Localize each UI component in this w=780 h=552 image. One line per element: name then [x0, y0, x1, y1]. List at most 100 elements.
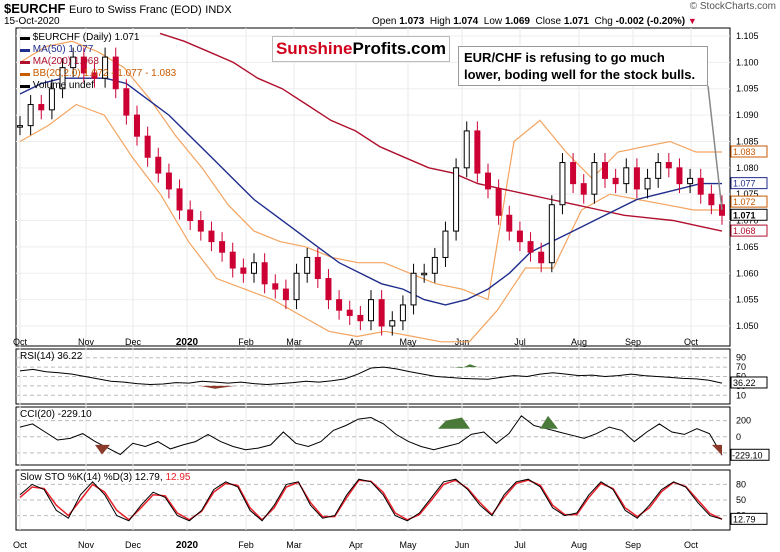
y-tick-label: 1.080 [736, 163, 759, 173]
candle-body [506, 214, 513, 232]
osc-tick-label-cci: 200 [736, 416, 751, 426]
price-label-box-bb_lower [730, 195, 768, 208]
osc-tick-label-sto: 80 [736, 479, 746, 489]
candle-body [123, 88, 130, 116]
annotation-arrow [707, 85, 723, 211]
candle-body [38, 104, 45, 111]
x-tick-label: Nov [78, 337, 95, 347]
sto-title: Slow STO %K(14) %D(3) 12.79, 12.95 [20, 472, 191, 483]
candle-body [70, 56, 77, 69]
cci-value-box [730, 448, 770, 461]
candle-body [91, 72, 98, 79]
cci-title: CCI(20) -229.10 [20, 409, 92, 420]
candle-body [229, 251, 236, 269]
x-tick-label-bottom: Feb [238, 540, 254, 550]
price-label-ma50: 1.077 [733, 179, 756, 189]
cci-line [19, 415, 723, 456]
x-tick-label: Sep [625, 337, 641, 347]
candle-body [516, 230, 523, 243]
x-tick-label: Feb [238, 337, 254, 347]
legend-price: ▬ $EURCHF (Daily) 1.071 [20, 32, 140, 43]
symbol-description: Euro to Swiss Franc (EOD) [69, 4, 202, 16]
price-label-bb_lower: 1.072 [733, 197, 756, 207]
low-label: Low [483, 16, 503, 27]
candle-body [282, 288, 289, 301]
x-tick-label: Oct [13, 337, 28, 347]
candle-body [612, 177, 619, 185]
candle-body [655, 162, 662, 179]
price-legend: ▬ $EURCHF (Daily) 1.071 ▬ MA(50) 1.077 ▬… [20, 32, 176, 92]
candle-body [527, 241, 534, 253]
y-tick-label: 1.055 [736, 295, 759, 305]
y-tick-label: 1.065 [736, 242, 759, 252]
candle-body [176, 188, 183, 211]
candle-body [240, 267, 247, 274]
price-label-close: 1.071 [733, 210, 756, 220]
candle-body [453, 167, 460, 232]
chg-value: -0.002 (-0.20%) [615, 16, 686, 27]
annotation-line-2: lower, boding well for the stock bulls. [464, 67, 696, 82]
x-tick-label-bottom: Oct [13, 540, 28, 550]
y-tick-label: 1.050 [736, 321, 759, 331]
symbol-title: $EURCHF Euro to Swiss Franc (EOD) INDX [4, 1, 232, 16]
x-tick-label: Dec [125, 337, 142, 347]
candle-body [357, 314, 364, 322]
x-tick-label-bottom: Dec [125, 540, 142, 550]
brand-logo: SunshineProfits.com [272, 36, 450, 62]
candle-body [187, 209, 194, 222]
candle-body [431, 256, 438, 274]
candle-body [251, 262, 257, 274]
rsi-line [19, 366, 723, 386]
candle-body [708, 193, 715, 206]
rsi-value-label: 36.22 [733, 378, 756, 388]
candle-body [580, 183, 587, 195]
rsi-value-box [730, 376, 768, 389]
close-value: 1.071 [563, 16, 589, 27]
y-tick-label: 1.105 [736, 31, 759, 41]
y-tick-label: 1.085 [736, 136, 759, 146]
open-value: 1.073 [399, 16, 425, 27]
annotation-line-1: EUR/CHF is refusing to go much [464, 50, 665, 65]
candle-body [208, 230, 215, 243]
x-tick-label-bottom: May [399, 540, 417, 550]
x-tick-label-bottom: Jul [514, 540, 526, 550]
cci-positive-fill [540, 415, 558, 429]
candle-body [602, 162, 608, 179]
candle-body [495, 188, 502, 216]
rsi-title: RSI(14) 36.22 [20, 351, 83, 362]
y-tick-label: 1.060 [736, 268, 759, 278]
sto-value-box [730, 512, 768, 525]
candle-body [197, 220, 204, 232]
copyright[interactable]: © StockCharts.com [689, 1, 776, 12]
candle-body [463, 130, 470, 169]
x-tick-label: Apr [349, 337, 363, 347]
candle-body [676, 167, 683, 185]
rsi-overbought-fill [452, 364, 478, 369]
osc-tick-label-rsi: 10 [736, 390, 746, 400]
x-tick-label-bottom: Sep [625, 540, 641, 550]
candle-body [293, 272, 300, 301]
x-tick-label: Aug [571, 337, 587, 347]
candle-body [633, 167, 640, 190]
x-tick-label: Oct [684, 337, 699, 347]
price-label-ma200: 1.068 [733, 226, 756, 236]
legend-volume: ▬ Volume undef [20, 80, 94, 91]
candle-body [591, 162, 598, 195]
x-tick-label: Mar [286, 337, 302, 347]
cci-positive-fill [438, 417, 470, 429]
candle-body [134, 114, 140, 137]
x-tick-label-bottom: Nov [78, 540, 95, 550]
ma200-line [159, 32, 723, 232]
x-tick-label-bottom: Mar [286, 540, 302, 550]
candle-body [165, 172, 172, 190]
x-tick-label: 2020 [176, 337, 199, 348]
high-label: High [429, 16, 451, 27]
candle-body [144, 135, 151, 158]
candle-body [325, 278, 332, 301]
legend-ma200: ▬ MA(200) 1.068 [20, 56, 99, 67]
candle-body [314, 256, 321, 280]
candle-body [665, 162, 672, 169]
y-tick-label: 1.100 [736, 57, 759, 67]
candle-body [80, 56, 87, 74]
